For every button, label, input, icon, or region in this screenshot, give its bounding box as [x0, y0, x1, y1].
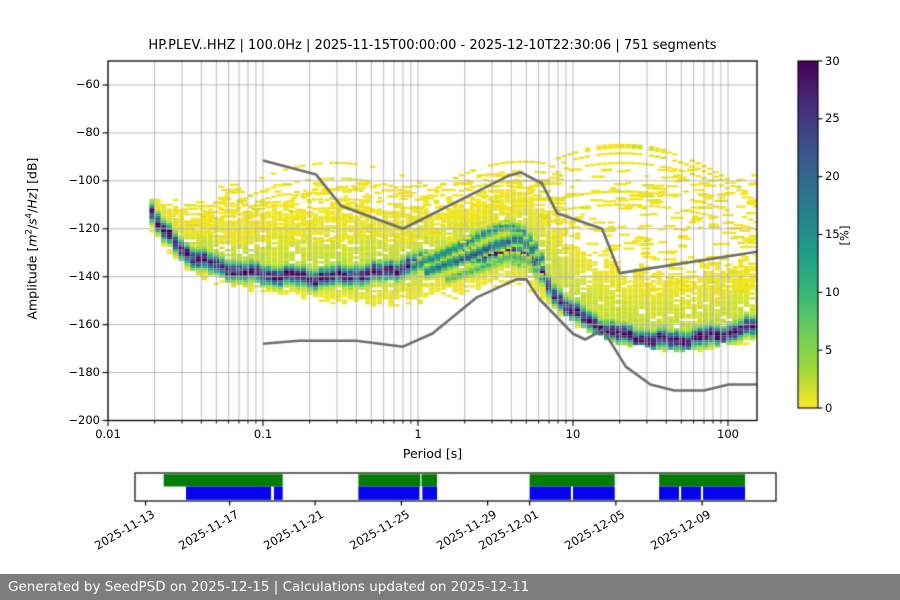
x-tick-label: 0.1 — [253, 426, 273, 441]
colorbar-tick-label: 10 — [825, 284, 840, 299]
y-tick-label: −60 — [75, 77, 100, 92]
x-tick-label: 10 — [565, 426, 581, 441]
footer-bar: Generated by SeedPSD on 2025-12-15 | Cal… — [0, 574, 900, 600]
colorbar-tick-label: 30 — [825, 53, 840, 68]
x-tick-label: 100 — [717, 426, 739, 441]
colorbar-label: [%] — [837, 225, 852, 246]
y-tick-label: −80 — [75, 125, 100, 140]
y-tick-label: −100 — [68, 173, 100, 188]
y-tick-label: −140 — [68, 269, 100, 284]
y-axis-label: Amplitude [m2/s4/Hz] [dB] — [24, 157, 40, 320]
colorbar-tick-label: 0 — [825, 400, 833, 415]
y-tick-label: −200 — [68, 413, 100, 427]
colorbar-tick-label: 15 — [825, 227, 840, 241]
y-tick-label: −180 — [68, 365, 100, 380]
x-tick-label: 0.01 — [95, 426, 121, 441]
colorbar-tick-label: 20 — [825, 169, 840, 184]
ppsd-plot-canvas — [0, 0, 900, 572]
colorbar-tick-label: 5 — [825, 342, 833, 357]
plot-title: HP.PLEV..HHZ | 100.0Hz | 2025-11-15T00:0… — [148, 38, 717, 53]
footer-text: Generated by SeedPSD on 2025-12-15 | Cal… — [8, 579, 530, 595]
y-tick-label: −160 — [68, 317, 100, 332]
x-tick-label: 1 — [414, 426, 422, 441]
x-axis-label: Period [s] — [402, 446, 463, 461]
y-tick-label: −120 — [68, 221, 100, 236]
colorbar-tick-label: 25 — [825, 111, 840, 126]
